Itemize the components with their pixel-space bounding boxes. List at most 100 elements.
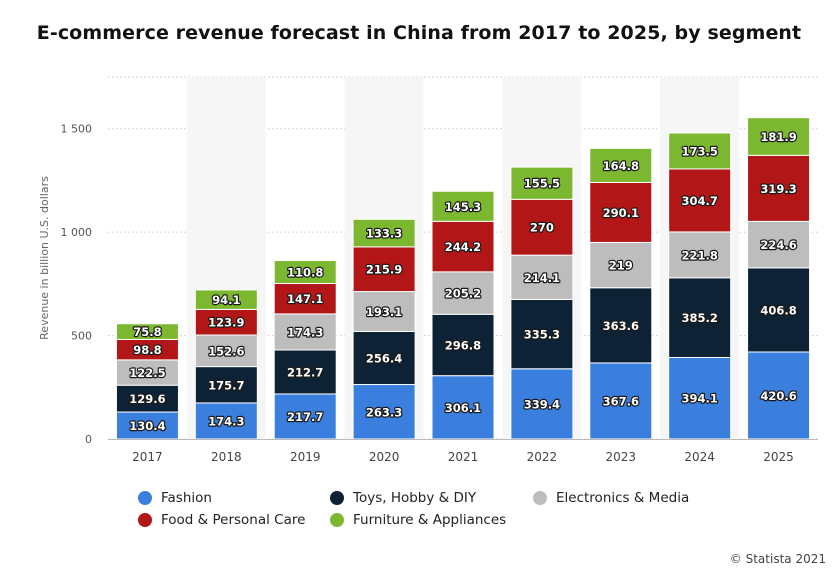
data-label: 94.1 [212, 293, 240, 307]
legend-label: Electronics & Media [556, 490, 690, 506]
bar-segment [668, 168, 732, 233]
bar-segment [352, 291, 416, 332]
bar-segment [589, 147, 653, 183]
data-label: 152.6 [208, 344, 244, 358]
bar-segment [510, 298, 574, 370]
bar-segment [431, 375, 495, 440]
data-label: 98.8 [133, 343, 161, 357]
x-tick-label: 2022 [527, 450, 558, 464]
data-label: 130.4 [129, 419, 165, 433]
data-label: 215.9 [366, 263, 402, 277]
y-tick-label: 0 [85, 433, 92, 446]
bar-segment [194, 289, 258, 310]
legend-item[interactable]: Toys, Hobby & DIY [330, 490, 476, 506]
x-tick-label: 2024 [684, 450, 715, 464]
data-label: 335.3 [524, 328, 560, 342]
bar-segment [115, 323, 179, 340]
legend-label: Toys, Hobby & DIY [353, 490, 477, 506]
bar-segment [510, 198, 574, 256]
y-tick-label: 500 [71, 330, 92, 343]
data-label: 193.1 [366, 305, 402, 319]
bar-segment [747, 117, 811, 156]
bar-segment [273, 282, 337, 315]
data-label: 367.6 [603, 394, 639, 408]
data-label: 263.3 [366, 405, 402, 419]
data-label: 221.8 [681, 248, 717, 262]
bar-segment [589, 181, 653, 243]
data-label: 133.3 [366, 227, 402, 241]
x-tick-label: 2025 [763, 450, 794, 464]
bar-segment [273, 313, 337, 351]
bar-segment [510, 368, 574, 440]
data-label: 164.8 [603, 159, 639, 173]
data-label: 296.8 [445, 338, 481, 352]
x-tick-label: 2021 [448, 450, 479, 464]
data-label: 110.8 [287, 266, 323, 280]
legend-item[interactable]: Electronics & Media [533, 490, 689, 506]
chart-legend: Fashion Toys, Hobby & DIY Electronics & Me… [138, 490, 738, 534]
bar-segment [747, 154, 811, 222]
data-label: 205.2 [445, 287, 481, 301]
chart-title: E-commerce revenue forecast in China fro… [36, 22, 802, 44]
stacked-bar-chart: 0 500 1 000 1 500 Revenue in billion U.S. do… [38, 76, 818, 464]
bar-segment [431, 271, 495, 315]
legend-swatch [138, 491, 152, 505]
bar-segment [668, 356, 732, 440]
data-label: 256.4 [366, 352, 402, 366]
legend-item[interactable]: Food & Personal Care [138, 512, 305, 528]
bar-segment [431, 190, 495, 222]
data-label: 181.9 [760, 130, 796, 144]
data-label: 420.6 [760, 389, 796, 403]
bar-segment [273, 260, 337, 284]
copyright-notice: © Statista 2021 [729, 552, 826, 566]
data-label: 212.7 [287, 365, 323, 379]
data-label: 224.6 [760, 238, 796, 252]
data-label: 155.5 [524, 177, 560, 191]
legend-swatch [330, 491, 344, 505]
bar-segment [352, 218, 416, 248]
bar-segment [273, 393, 337, 440]
x-tick-label: 2020 [369, 450, 400, 464]
legend-swatch [138, 513, 152, 527]
legend-item[interactable]: Furniture & Appliances [330, 512, 506, 528]
bar-segment [352, 330, 416, 386]
data-label: 174.3 [208, 414, 244, 428]
x-tick-label: 2017 [132, 450, 163, 464]
data-label: 147.1 [287, 292, 323, 306]
data-label: 306.1 [445, 401, 481, 415]
data-label: 175.7 [208, 378, 244, 392]
data-label: 123.9 [208, 316, 244, 330]
data-label: 406.8 [760, 303, 796, 317]
data-label: 304.7 [681, 194, 717, 208]
bar-segment [589, 287, 653, 364]
legend-swatch [330, 513, 344, 527]
legend-item[interactable]: Fashion [138, 490, 212, 506]
y-tick-label: 1 500 [61, 123, 93, 136]
bar-segment [668, 277, 732, 358]
x-tick-label: 2018 [211, 450, 242, 464]
data-label: 394.1 [681, 392, 717, 406]
data-label: 174.3 [287, 325, 323, 339]
data-label: 145.3 [445, 200, 481, 214]
x-tick-label: 2023 [606, 450, 637, 464]
data-label: 385.2 [681, 311, 717, 325]
legend-swatch [533, 491, 547, 505]
y-axis-label: Revenue in billion U.S. dollars [38, 176, 51, 340]
data-label: 363.6 [603, 319, 639, 333]
legend-label: Fashion [161, 490, 212, 506]
data-label: 214.1 [524, 271, 560, 285]
bar-segment [352, 384, 416, 440]
data-label: 75.8 [133, 325, 161, 339]
data-label: 339.4 [524, 397, 560, 411]
bar-segment [668, 231, 732, 279]
data-label: 219 [609, 259, 633, 273]
bar-segment [510, 166, 574, 200]
data-label: 290.1 [603, 206, 639, 220]
legend-label: Food & Personal Care [161, 512, 306, 528]
bar-segment [668, 132, 732, 170]
bar-segment [589, 241, 653, 289]
data-label: 173.5 [681, 144, 717, 158]
data-label: 244.2 [445, 240, 481, 254]
bar-segment [431, 220, 495, 273]
data-label: 122.5 [129, 366, 165, 380]
